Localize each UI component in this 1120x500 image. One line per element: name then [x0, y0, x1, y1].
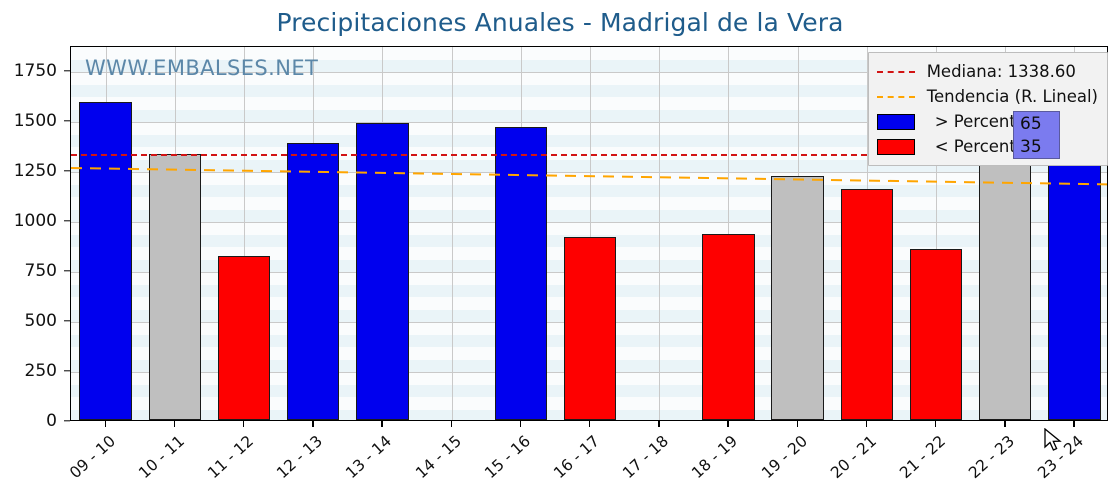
vertical-gridline	[659, 47, 661, 420]
legend-row: > Percentil 65	[876, 109, 1098, 134]
x-tick-mark	[1073, 421, 1075, 427]
x-tick-label: 19 - 20	[757, 432, 811, 483]
trend-line	[71, 166, 1107, 185]
bar-16-17[interactable]	[563, 237, 617, 420]
bar-19-20[interactable]	[771, 175, 824, 420]
x-tick-mark	[1004, 421, 1006, 427]
x-axis: 09 - 10 10 - 11 11 - 12 12 - 13 13 - 14 14 - …	[66, 421, 1108, 500]
x-tick-mark	[589, 421, 591, 427]
reference-lines	[71, 47, 1107, 420]
bar-11-12[interactable]	[217, 256, 271, 420]
x-tick-label: 15 - 16	[480, 432, 534, 483]
horizontal-gridline	[71, 172, 1107, 173]
legend-median-dash-icon	[876, 63, 915, 81]
bar-18-19[interactable]	[702, 234, 755, 420]
x-tick-label: 12 - 13	[273, 432, 327, 483]
vertical-gridline	[728, 47, 730, 420]
background-band	[71, 59, 1107, 72]
legend-label: < Percentil 35	[934, 137, 1052, 156]
y-axis: 0 250 500 750 1000 1250 1500 1750	[0, 46, 70, 431]
x-tick-label: 20 - 21	[826, 432, 880, 483]
x-tick-mark	[381, 421, 383, 427]
y-tick-mark	[64, 420, 70, 422]
legend-red-patch-icon	[876, 138, 915, 156]
legend-row: Tendencia (R. Lineal)	[876, 84, 1098, 109]
legend-label: Mediana: 1338.60	[926, 62, 1076, 81]
y-tick-label: 1250	[13, 161, 57, 181]
x-tick-mark	[935, 421, 937, 427]
x-tick-mark	[727, 421, 729, 427]
x-tick-label: 22 - 23	[965, 432, 1019, 483]
y-tick-mark	[64, 170, 70, 172]
x-tick-mark	[104, 421, 106, 427]
chart-title: Precipitaciones Anuales - Madrigal de la…	[276, 8, 844, 37]
x-tick-label: 18 - 19	[688, 432, 742, 483]
horizontal-gridline	[71, 222, 1107, 223]
x-tick-mark	[173, 421, 176, 427]
horizontal-gridline	[71, 72, 1107, 73]
y-tick-label: 1500	[13, 111, 57, 131]
vertical-gridline	[590, 47, 591, 420]
x-tick-label: 09 - 10	[65, 432, 119, 483]
x-tick-mark	[519, 421, 522, 427]
x-tick-label: 11 - 12	[204, 432, 258, 483]
y-tick-mark	[64, 220, 70, 222]
x-tick-label: 14 - 15	[411, 432, 465, 483]
legend-label: Tendencia (R. Lineal)	[926, 87, 1098, 106]
legend-label: > Percentil 65	[934, 112, 1052, 131]
x-tick-mark	[658, 421, 660, 427]
x-tick-label: 10 - 11	[134, 432, 188, 483]
median-line	[71, 154, 1107, 157]
x-tick-mark	[865, 421, 868, 427]
vertical-gridline	[244, 47, 245, 420]
bar-22-23[interactable]	[978, 149, 1032, 420]
x-tick-mark	[312, 421, 314, 427]
mouse-cursor-icon	[1044, 428, 1062, 451]
background-band	[71, 84, 1107, 97]
y-tick-mark	[64, 120, 70, 122]
legend-row: Mediana: 1338.60	[876, 59, 1098, 84]
y-tick-mark	[64, 70, 70, 72]
legend-row: < Percentil 35	[876, 134, 1098, 159]
legend: Mediana: 1338.60 Tendencia (R. Lineal) > P…	[867, 52, 1108, 166]
vertical-gridline	[451, 47, 453, 420]
x-tick-mark	[796, 421, 798, 427]
horizontal-gridline	[71, 122, 1107, 123]
y-tick-label: 500	[24, 311, 57, 331]
bar-21-22[interactable]	[909, 249, 963, 420]
y-tick-label: 750	[24, 261, 57, 281]
legend-blue-patch-icon	[876, 113, 915, 131]
y-tick-label: 250	[24, 361, 57, 381]
x-tick-mark	[243, 421, 245, 427]
y-tick-label: 1750	[13, 61, 57, 81]
y-tick-label: 1000	[13, 211, 57, 231]
y-tick-mark	[64, 370, 70, 372]
x-tick-label: 17 - 18	[619, 432, 673, 483]
x-tick-label: 13 - 14	[342, 432, 396, 483]
bar-10-11[interactable]	[148, 154, 202, 420]
y-tick-mark	[64, 270, 70, 272]
x-tick-label: 16 - 17	[550, 432, 604, 483]
legend-trend-dash-icon	[876, 88, 915, 106]
background-band	[71, 109, 1107, 122]
y-tick-label: 0	[46, 411, 57, 431]
bar-20-21[interactable]	[840, 189, 894, 420]
x-tick-label: 21 - 22	[896, 432, 950, 483]
y-tick-mark	[64, 320, 70, 322]
vertical-gridline	[936, 47, 937, 420]
x-tick-mark	[450, 421, 452, 427]
bar-12-13[interactable]	[286, 143, 340, 420]
